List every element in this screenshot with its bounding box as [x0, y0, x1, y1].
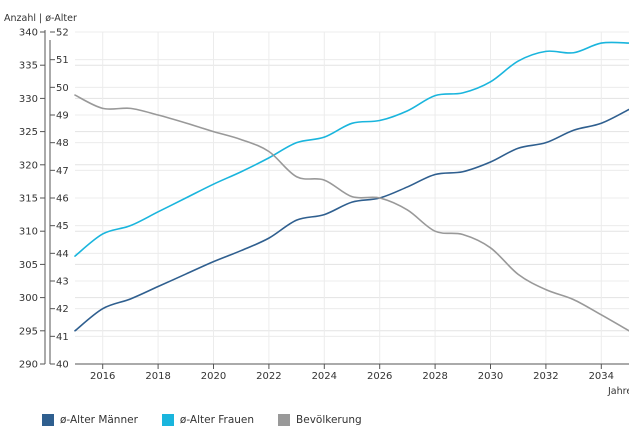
- x-axis-title: Jahre: [607, 386, 629, 397]
- x-tick-label: 2028: [422, 371, 447, 382]
- y-tick-label-age: 50: [56, 83, 69, 94]
- y-tick-label-age: 46: [56, 194, 69, 205]
- y-tick-label-age: 47: [56, 166, 69, 177]
- legend-swatch: [42, 414, 54, 426]
- y-tick-label-age: 43: [56, 277, 69, 288]
- x-tick-label: 2026: [367, 371, 392, 382]
- y-tick-label-age: 48: [56, 138, 69, 149]
- x-tick-label: 2022: [256, 371, 281, 382]
- legend-label: ø-Alter Männer: [60, 414, 138, 426]
- y-tick-label-count: 320: [19, 160, 38, 171]
- legend-item-3[interactable]: Bevölkerung: [278, 414, 362, 426]
- x-tick-label: 2034: [589, 371, 614, 382]
- legend-label: Bevölkerung: [296, 414, 362, 426]
- y-tick-label-age: 42: [56, 304, 69, 315]
- series-line-2: [74, 41, 629, 257]
- x-tick-label: 2024: [312, 371, 337, 382]
- y-tick-label-age: 52: [56, 28, 69, 39]
- y-tick-label-age: 44: [56, 249, 69, 260]
- y-tick-label-count: 340: [19, 28, 38, 39]
- x-tick-label: 2032: [533, 371, 558, 382]
- y-axis-title: Anzahl | ø-Alter: [4, 13, 77, 24]
- y-tick-label-count: 315: [19, 194, 38, 205]
- y-tick-label-age: 51: [56, 55, 69, 66]
- y-tick-label-count: 325: [19, 127, 38, 138]
- chart-legend: ø-Alter Männer ø-Alter Frauen Bevölkerung: [42, 413, 386, 427]
- y-tick-label-count: 335: [19, 61, 38, 72]
- series-line-3: [74, 94, 629, 332]
- y-tick-label-age: 49: [56, 111, 69, 122]
- y-tick-label-count: 310: [19, 227, 38, 238]
- x-tick-label: 2018: [145, 371, 170, 382]
- legend-swatch: [161, 414, 174, 426]
- legend-item-2[interactable]: ø-Alter Frauen: [161, 414, 255, 426]
- y-tick-label-age: 40: [56, 360, 69, 371]
- y-tick-label-count: 290: [19, 360, 38, 371]
- x-tick-label: 2030: [478, 371, 503, 382]
- y-tick-label-count: 305: [19, 260, 38, 271]
- y-tick-label-age: 41: [56, 332, 69, 343]
- x-tick-label: 2020: [201, 371, 226, 382]
- x-tick-label: 2016: [90, 371, 115, 382]
- y-tick-label-age: 45: [56, 221, 69, 232]
- legend-swatch: [278, 414, 291, 426]
- series-line-1: [74, 108, 629, 332]
- legend-item-1[interactable]: ø-Alter Männer: [42, 414, 138, 426]
- legend-label: ø-Alter Frauen: [179, 414, 255, 426]
- y-tick-label-count: 300: [19, 293, 38, 304]
- y-tick-label-count: 295: [19, 326, 38, 337]
- y-tick-label-count: 330: [19, 94, 38, 105]
